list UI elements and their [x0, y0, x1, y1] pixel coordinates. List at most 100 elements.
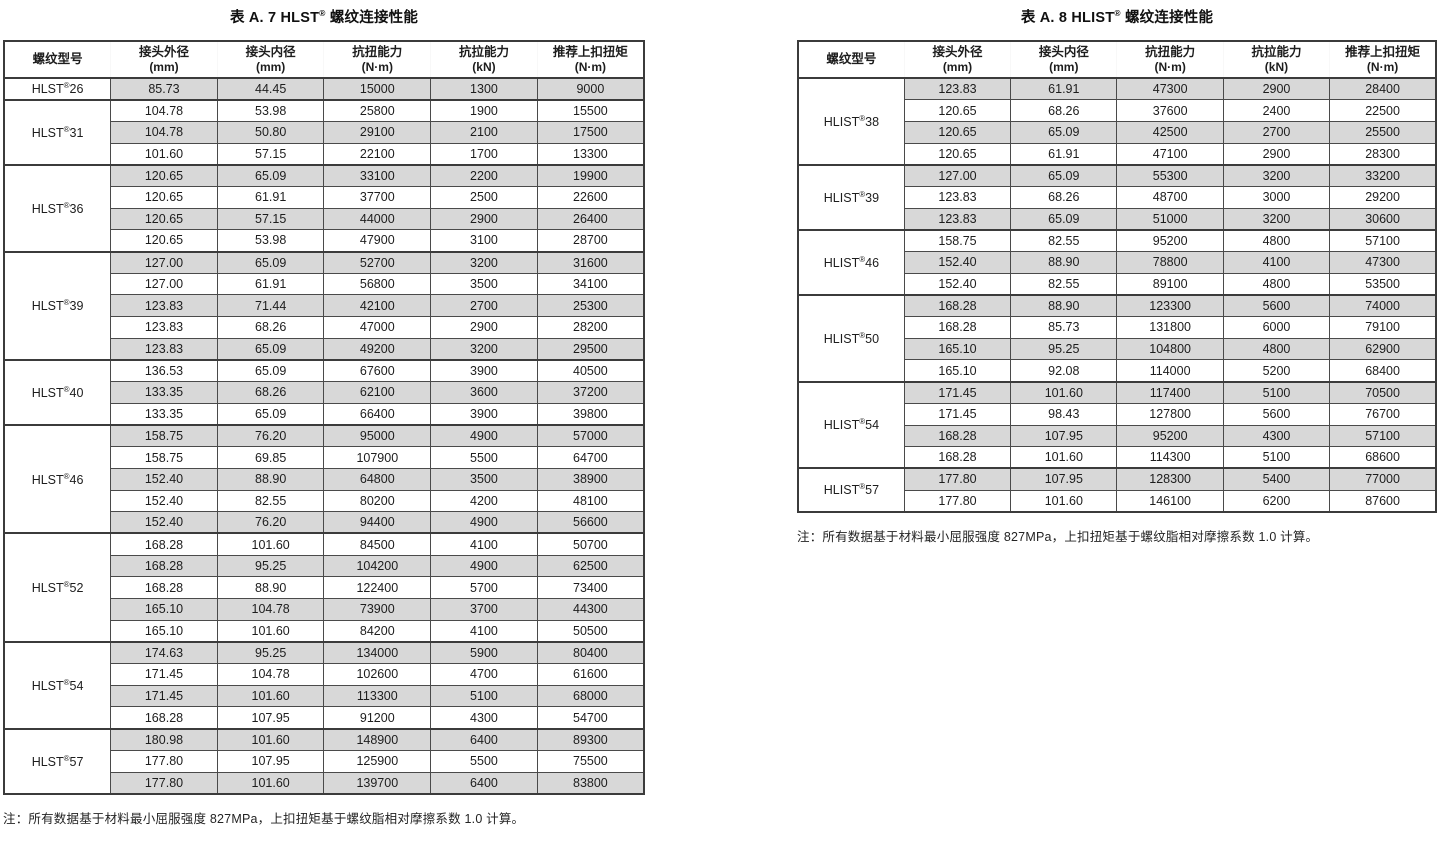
column-header: 抗拉能力 (kN)	[430, 40, 538, 79]
value-cell: 5100	[1222, 380, 1331, 404]
value-cell: 120.65	[903, 142, 1012, 166]
header-row: 螺纹型号 接头外径 (mm) 接头内径 (mm) 抗扭能力 (N·m) 抗拉能力 (kN) 推荐上…	[3, 40, 645, 79]
value-cell: 68.26	[216, 316, 325, 339]
value-cell: 95200	[1116, 424, 1224, 448]
value-cell: 123.83	[903, 185, 1012, 209]
table-row: 123.83 65.09 49200 3200 29500	[4, 337, 645, 361]
value-cell: 114300	[1116, 446, 1224, 469]
value-cell: 61.91	[1010, 77, 1118, 101]
value-cell: 65.09	[216, 163, 325, 187]
value-cell: 168.28	[110, 532, 218, 556]
column-unit: (N·m)	[361, 59, 393, 74]
value-cell: 2500	[430, 185, 538, 209]
value-cell: 171.45	[110, 684, 218, 708]
value-cell: 65.09	[216, 402, 325, 426]
value-cell: 76.20	[216, 511, 325, 534]
thread-model-cell: HLST®40	[3, 358, 112, 426]
value-cell: 48100	[536, 489, 645, 513]
value-cell: 6200	[1222, 489, 1331, 513]
value-cell: 120.65	[110, 207, 218, 231]
value-cell: 158.75	[110, 424, 218, 448]
value-cell: 104200	[323, 554, 432, 578]
value-cell: 171.45	[903, 380, 1012, 404]
value-cell: 78800	[1116, 251, 1224, 274]
value-cell: 47000	[323, 316, 432, 339]
value-cell: 5900	[430, 640, 538, 665]
value-cell: 101.60	[110, 142, 218, 166]
column-unit: (N·m)	[574, 59, 607, 74]
table-row: 177.80 107.95 125900 5500 75500	[4, 749, 645, 773]
value-cell: 5500	[430, 446, 538, 469]
value-cell: 50.80	[216, 120, 325, 144]
value-cell: 5500	[430, 749, 538, 773]
value-cell: 66400	[323, 402, 432, 426]
value-cell: 80400	[536, 640, 645, 665]
value-cell: 152.40	[903, 251, 1012, 274]
column-header: 抗扭能力 (N·m)	[323, 40, 432, 79]
thread-model-cell: HLST®26	[3, 77, 112, 101]
header-row: 螺纹型号 接头外径 (mm) 接头内径 (mm) 抗扭能力 (N·m) 抗拉能力 (kN) 推荐上…	[797, 40, 1437, 79]
value-cell: 62100	[323, 381, 432, 404]
value-cell: 123.83	[110, 316, 218, 339]
value-cell: 50700	[536, 532, 645, 556]
table-row: 165.10 92.08 114000 5200 68400	[798, 359, 1437, 383]
value-cell: 76.20	[216, 424, 325, 448]
value-cell: 123.83	[110, 294, 218, 318]
thread-model-cell: HLST®39	[3, 250, 112, 361]
registered-trademark-symbol: ®	[1114, 8, 1121, 19]
value-cell: 114000	[1116, 359, 1224, 383]
table-row: 168.28 101.60 114300 5100 68600	[798, 446, 1437, 469]
value-cell: 2900	[430, 316, 538, 339]
value-cell: 75500	[536, 749, 645, 773]
table-row: HLST®52 168.28 101.60 84500 4100 50700	[3, 532, 645, 643]
value-cell: 57100	[1329, 228, 1437, 252]
table-row: 123.83 65.09 51000 3200 30600	[798, 207, 1437, 231]
registered-trademark-symbol: ®	[63, 753, 70, 763]
column-header: 推荐上扣扭矩 (N·m)	[536, 40, 645, 79]
value-cell: 4900	[430, 424, 538, 448]
value-cell: 3200	[430, 250, 538, 274]
value-cell: 2400	[1222, 99, 1331, 122]
value-cell: 28400	[1329, 77, 1437, 101]
table-row: 168.28 88.90 122400 5700 73400	[4, 576, 645, 599]
table-row: 171.45 104.78 102600 4700 61600	[4, 663, 645, 686]
value-cell: 17500	[536, 120, 645, 144]
table-row: 123.83 68.26 48700 3000 29200	[798, 185, 1437, 209]
value-cell: 3900	[430, 402, 538, 426]
value-cell: 29100	[323, 120, 432, 144]
value-cell: 68.26	[1010, 185, 1118, 209]
value-cell: 55300	[1116, 163, 1224, 187]
value-cell: 52700	[323, 250, 432, 274]
value-cell: 158.75	[110, 446, 218, 469]
value-cell: 39800	[536, 402, 645, 426]
value-cell: 122400	[323, 576, 432, 599]
value-cell: 123.83	[110, 337, 218, 361]
table-row: HLIST®57 177.80 107.95 128300 5400 77000	[797, 467, 1437, 513]
value-cell: 74000	[1329, 293, 1437, 318]
value-cell: 95.25	[1010, 337, 1118, 361]
column-header: 螺纹型号	[797, 40, 905, 79]
value-cell: 177.80	[110, 771, 218, 795]
value-cell: 42100	[323, 294, 432, 318]
value-cell: 61.91	[216, 185, 325, 209]
value-cell: 152.40	[110, 511, 218, 534]
value-cell: 113300	[323, 684, 432, 708]
value-cell: 65.09	[216, 337, 325, 361]
table-row: 120.65 68.26 37600 2400 22500	[798, 99, 1437, 122]
value-cell: 168.28	[110, 706, 218, 730]
thread-model-cell: HLIST®46	[797, 228, 905, 296]
value-cell: 4900	[430, 511, 538, 534]
value-cell: 33200	[1329, 163, 1437, 187]
table-row: HLIST®46 158.75 82.55 95200 4800 57100	[797, 228, 1437, 296]
value-cell: 127.00	[110, 250, 218, 274]
value-cell: 47100	[1116, 142, 1224, 166]
value-cell: 65.09	[216, 250, 325, 274]
value-cell: 104800	[1116, 337, 1224, 361]
value-cell: 168.28	[110, 554, 218, 578]
value-cell: 42500	[1116, 120, 1224, 144]
value-cell: 67600	[323, 358, 432, 383]
value-cell: 48700	[1116, 185, 1224, 209]
registered-trademark-symbol: ®	[63, 200, 70, 210]
table-row: HLST®54 174.63 95.25 134000 5900 80400	[3, 640, 645, 730]
value-cell: 25500	[1329, 120, 1437, 144]
